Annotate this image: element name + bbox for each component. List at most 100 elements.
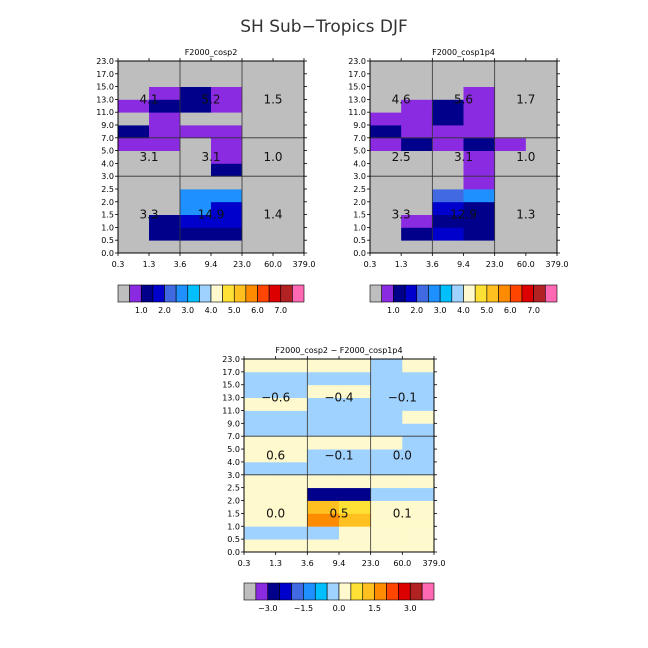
colorbar-swatch bbox=[545, 284, 558, 303]
heatmap-cell bbox=[525, 150, 558, 164]
y-tick-label: 3.0 bbox=[227, 471, 240, 480]
y-tick-label: 15.0 bbox=[348, 83, 366, 92]
heatmap-cell bbox=[118, 61, 150, 75]
heatmap-cell bbox=[275, 500, 308, 514]
heatmap-cell bbox=[149, 73, 181, 87]
heatmap-cell bbox=[525, 137, 558, 151]
colorbar-swatch bbox=[521, 284, 534, 303]
heatmap-cell bbox=[370, 513, 403, 527]
heatmap-cell bbox=[180, 227, 212, 241]
heatmap-cell bbox=[402, 539, 435, 553]
heatmap-cell bbox=[180, 112, 212, 126]
heatmap-cell bbox=[370, 410, 403, 424]
heatmap-cell bbox=[401, 99, 433, 113]
heatmap-cell bbox=[118, 73, 150, 87]
heatmap-cell bbox=[149, 150, 181, 164]
colorbar-swatch bbox=[451, 284, 464, 303]
y-tick-label: 1.5 bbox=[353, 211, 366, 220]
region-total-label: 14.9 bbox=[198, 208, 225, 222]
heatmap-cell bbox=[180, 214, 212, 228]
colorbar-swatch bbox=[362, 582, 375, 601]
heatmap-cell bbox=[273, 201, 305, 215]
heatmap-cell bbox=[180, 201, 212, 215]
heatmap-cell bbox=[339, 384, 372, 398]
heatmap-cell bbox=[432, 189, 464, 203]
colorbar-swatch bbox=[369, 284, 382, 303]
heatmap-cell bbox=[370, 227, 402, 241]
heatmap-cell bbox=[463, 240, 496, 254]
heatmap-cell bbox=[525, 189, 558, 203]
colorbar-swatch bbox=[338, 582, 352, 601]
heatmap-cell bbox=[370, 61, 402, 75]
heatmap-cell bbox=[275, 526, 308, 540]
heatmap-cell bbox=[525, 163, 558, 177]
y-tick-label: 0.5 bbox=[227, 535, 240, 544]
y-tick-label: 0.0 bbox=[227, 548, 240, 557]
y-tick-label: 3.0 bbox=[353, 172, 366, 181]
heatmap-cell bbox=[211, 137, 243, 151]
heatmap-cell bbox=[339, 474, 372, 489]
heatmap-cell bbox=[432, 163, 464, 177]
heatmap-cell bbox=[273, 86, 305, 100]
region-total-label: 3.3 bbox=[139, 208, 158, 222]
heatmap-cell bbox=[370, 99, 402, 113]
x-tick-label: 9.4 bbox=[457, 260, 470, 269]
heatmap-cell bbox=[432, 137, 464, 151]
heatmap-cell bbox=[402, 423, 435, 437]
y-tick-label: 11.0 bbox=[222, 406, 240, 415]
heatmap-cell bbox=[402, 487, 435, 501]
y-tick-label: 13.0 bbox=[348, 95, 366, 104]
colorbar-swatch bbox=[381, 284, 394, 303]
heatmap-cell bbox=[273, 163, 305, 177]
colorbar-swatch bbox=[421, 582, 435, 601]
heatmap-cell bbox=[494, 163, 527, 177]
heatmap-cell bbox=[211, 176, 243, 190]
colorbar-label: 3.0 bbox=[181, 306, 194, 315]
heatmap-cell bbox=[307, 384, 340, 398]
heatmap-cell bbox=[463, 61, 496, 75]
heatmap-cell bbox=[463, 112, 496, 126]
y-tick-label: 9.0 bbox=[101, 121, 114, 130]
colorbar-swatch bbox=[117, 284, 130, 303]
colorbar-label: 6.0 bbox=[504, 306, 517, 315]
y-tick-label: 0.0 bbox=[101, 249, 114, 258]
colorbar-swatch bbox=[326, 582, 340, 601]
y-tick-label: 1.0 bbox=[353, 223, 366, 232]
heatmap-cell bbox=[149, 112, 181, 126]
x-tick-label: 379.0 bbox=[293, 260, 316, 269]
heatmap-cell bbox=[307, 423, 340, 437]
heatmap-cell bbox=[273, 240, 305, 254]
heatmap-cell bbox=[463, 214, 496, 228]
heatmap-cell bbox=[401, 214, 433, 228]
heatmap-cell bbox=[401, 112, 433, 126]
heatmap-cell bbox=[494, 189, 527, 203]
heatmap-cell bbox=[370, 449, 403, 463]
colorbar-swatch bbox=[374, 582, 387, 601]
heatmap-cell bbox=[118, 150, 150, 164]
region-total-label: 1.7 bbox=[516, 92, 535, 106]
heatmap-cell bbox=[307, 449, 340, 463]
colorbar-label: 6.0 bbox=[251, 306, 264, 315]
heatmap-cell bbox=[370, 189, 402, 203]
heatmap-cell bbox=[370, 86, 402, 100]
heatmap-cell bbox=[307, 461, 340, 476]
heatmap-cell bbox=[307, 359, 340, 373]
heatmap-cell bbox=[339, 539, 372, 553]
heatmap-cell bbox=[494, 214, 527, 228]
heatmap-cell bbox=[370, 474, 403, 489]
colorbar-label: −3.0 bbox=[258, 604, 277, 613]
heatmap-cell bbox=[432, 61, 464, 75]
heatmap-cell bbox=[211, 163, 243, 177]
colorbar-label: 5.0 bbox=[228, 306, 241, 315]
y-tick-label: 1.5 bbox=[101, 211, 114, 220]
heatmap-cell bbox=[463, 73, 496, 87]
heatmap-cell bbox=[180, 176, 212, 190]
heatmap-cell bbox=[242, 227, 274, 241]
heatmap-cell bbox=[244, 449, 277, 463]
heatmap-cell bbox=[149, 125, 181, 139]
heatmap-cell bbox=[244, 513, 277, 527]
region-total-label: 3.1 bbox=[201, 150, 220, 164]
colorbar-swatch bbox=[268, 284, 282, 303]
x-tick-label: 9.4 bbox=[205, 260, 218, 269]
heatmap-cell bbox=[494, 86, 527, 100]
